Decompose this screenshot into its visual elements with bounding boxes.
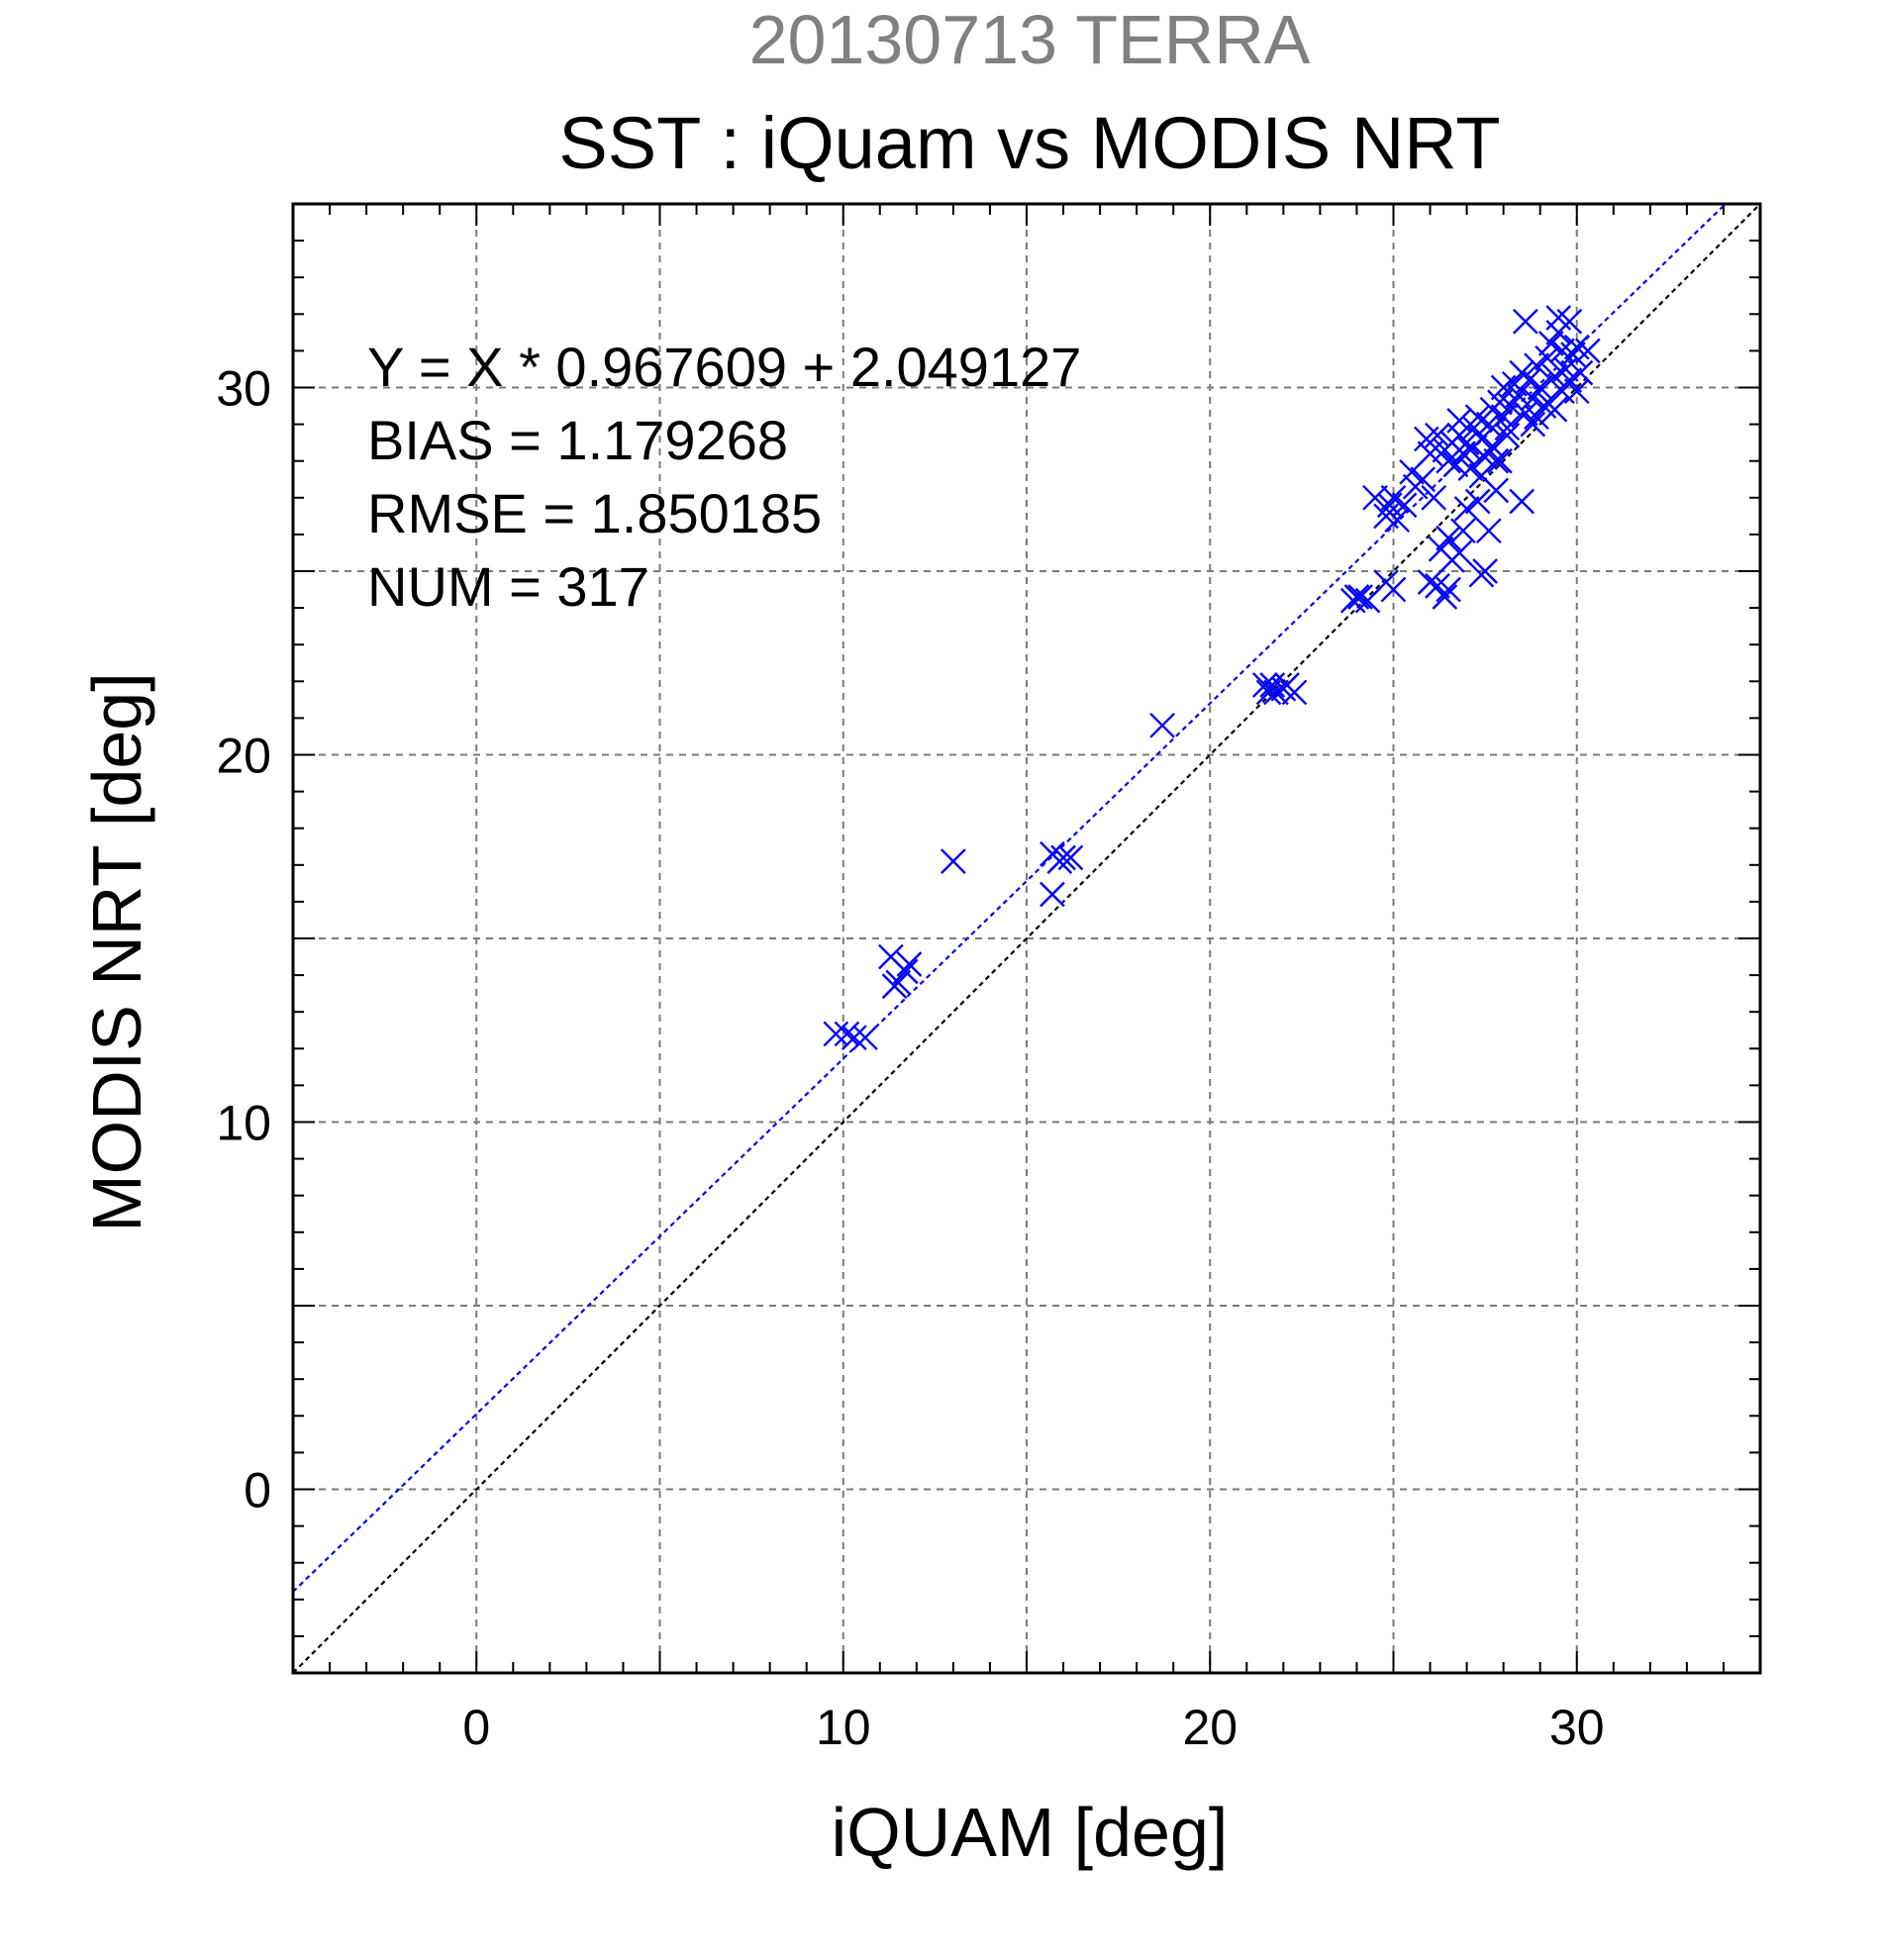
data-point <box>1453 430 1480 455</box>
data-point <box>1453 496 1480 522</box>
data-point <box>1410 466 1436 493</box>
statistics-annotation: Y = X * 0.967609 + 2.049127 BIAS = 1.1792… <box>367 336 1081 618</box>
x-tick-label: 30 <box>1549 1700 1605 1755</box>
y-tick-label: 30 <box>216 361 271 417</box>
chart-subtitle: 20130713 TERRA <box>749 1 1311 78</box>
data-point <box>1487 447 1513 474</box>
y-tick-label: 0 <box>244 1463 271 1519</box>
stat-line: NUM = 317 <box>367 555 649 618</box>
y-tick-label: 10 <box>216 1096 271 1151</box>
x-tick-label: 10 <box>816 1700 871 1755</box>
data-point <box>1545 305 1572 331</box>
x-tick-label: 20 <box>1182 1700 1238 1755</box>
data-point <box>1472 558 1498 584</box>
data-point <box>1046 848 1073 874</box>
data-point <box>1425 422 1450 448</box>
chart-title: SST : iQuam vs MODIS NRT <box>558 102 1500 184</box>
data-point <box>1362 484 1388 511</box>
data-point <box>1446 539 1473 566</box>
data-point <box>1255 679 1282 706</box>
plot-frame <box>291 202 1762 1675</box>
data-point <box>842 1025 867 1051</box>
data-point <box>1575 338 1601 364</box>
data-point <box>1483 447 1510 474</box>
data-point <box>1509 488 1535 515</box>
data-point <box>1505 382 1532 408</box>
data-point <box>1391 492 1418 519</box>
data-point <box>1263 679 1289 706</box>
stat-line: Y = X * 0.967609 + 2.049127 <box>367 336 1081 398</box>
data-point <box>1498 393 1524 419</box>
data-points <box>823 305 1601 1051</box>
data-point <box>1560 342 1586 367</box>
data-point <box>1520 411 1546 438</box>
data-point <box>1149 712 1175 738</box>
data-point <box>1556 367 1583 393</box>
data-point <box>1040 881 1065 908</box>
data-point <box>1380 576 1407 603</box>
tick-labels: 0 10 20 30 0 10 20 30 <box>216 361 1604 1756</box>
data-point <box>1428 536 1454 562</box>
data-point <box>1450 518 1476 544</box>
data-point <box>1343 584 1370 610</box>
data-point <box>1524 352 1549 379</box>
x-axis-label: iQUAM [deg] <box>832 1794 1229 1871</box>
data-point <box>852 1025 878 1051</box>
data-point <box>1541 396 1568 423</box>
y-tick-label: 20 <box>216 729 271 784</box>
data-point <box>834 1021 860 1047</box>
data-point <box>1380 484 1407 511</box>
data-point <box>1524 404 1549 431</box>
data-point <box>940 848 966 874</box>
data-point <box>1421 484 1447 511</box>
data-point <box>1274 672 1300 698</box>
grid-lines <box>293 204 1760 1673</box>
data-point <box>1436 576 1461 603</box>
data-point <box>1384 507 1411 533</box>
data-point <box>1464 488 1491 515</box>
x-tick-label: 0 <box>462 1700 490 1755</box>
data-point <box>1457 455 1484 481</box>
identity-line <box>292 203 1761 1674</box>
data-point <box>1347 584 1374 610</box>
data-point <box>1563 378 1590 405</box>
y-axis-label: MODIS NRT [deg] <box>78 672 155 1231</box>
data-point <box>1537 331 1564 356</box>
data-point <box>1494 422 1521 448</box>
data-point <box>881 973 908 1000</box>
data-point <box>1464 404 1491 431</box>
data-point <box>896 951 923 977</box>
data-point <box>1417 441 1443 467</box>
stat-line: BIAS = 1.179268 <box>367 409 788 471</box>
data-point <box>1436 525 1461 551</box>
data-point <box>1541 363 1568 390</box>
data-point <box>1513 308 1538 335</box>
data-point <box>1494 415 1521 441</box>
data-point <box>1479 434 1506 459</box>
data-point <box>1432 584 1458 610</box>
data-point <box>1534 344 1560 371</box>
data-point <box>892 958 919 985</box>
stat-line: RMSE = 1.850185 <box>367 482 822 544</box>
data-point <box>1475 518 1502 544</box>
